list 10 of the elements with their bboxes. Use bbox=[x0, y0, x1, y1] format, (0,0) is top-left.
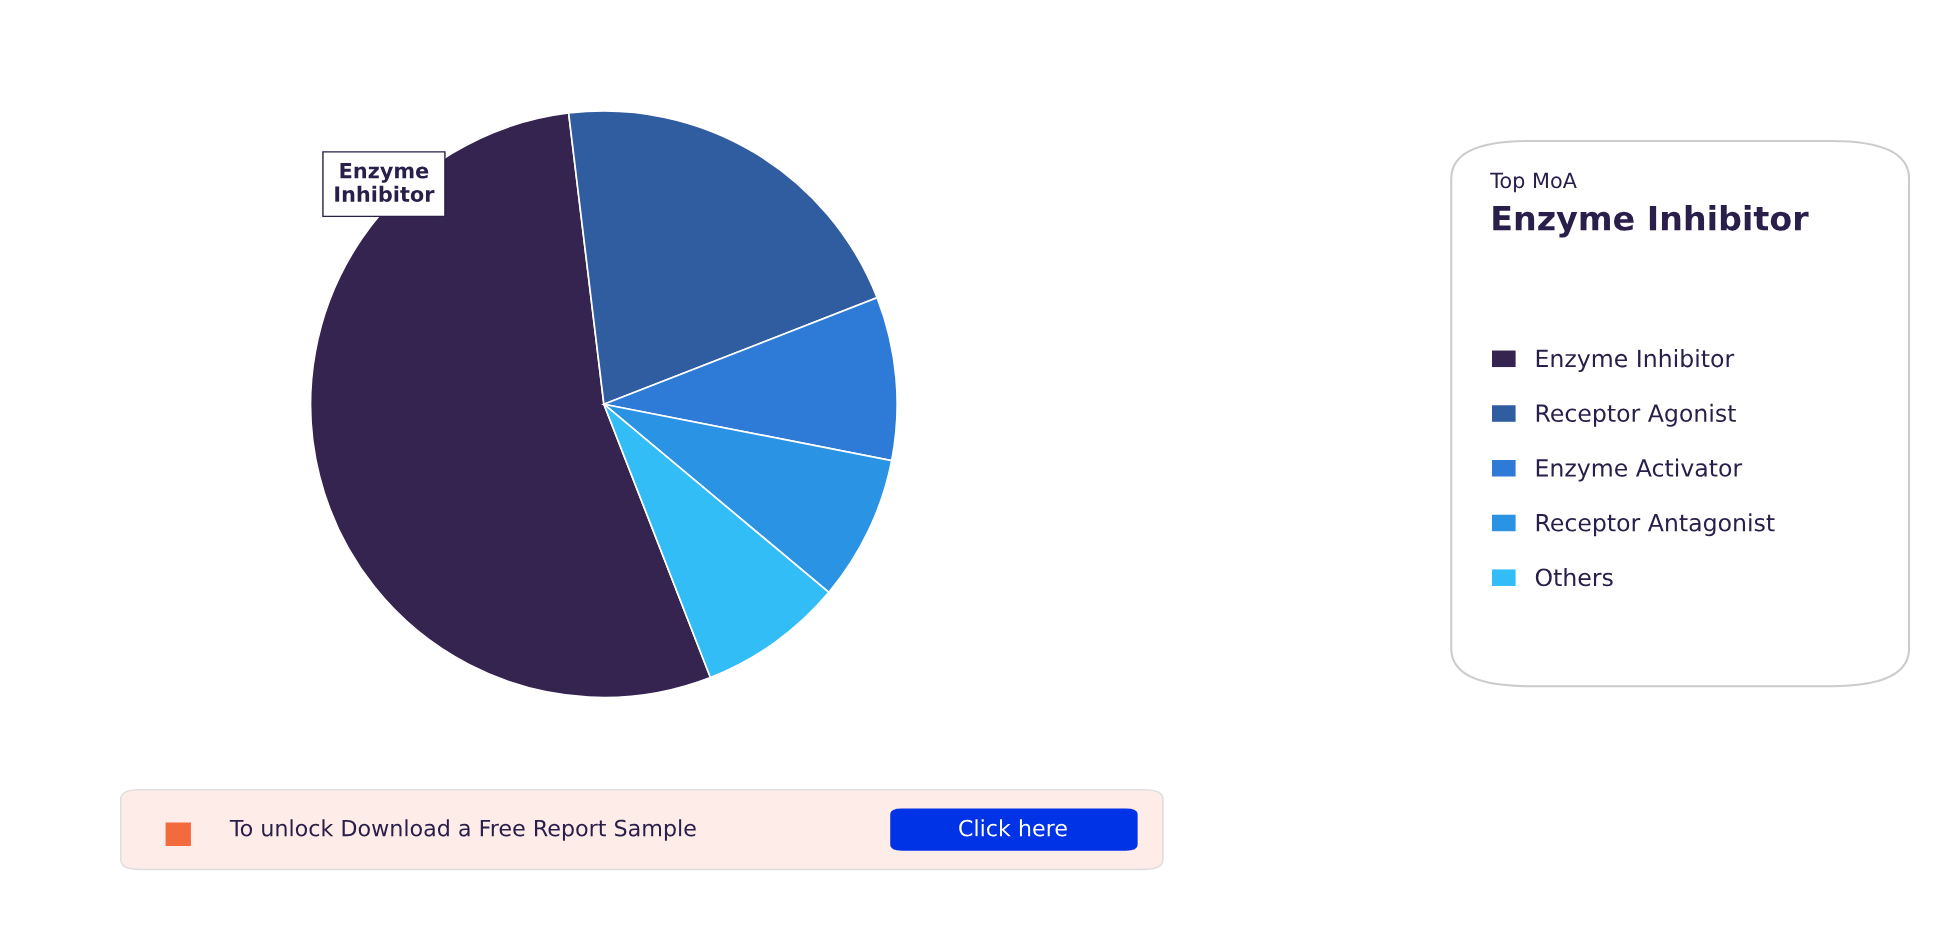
legend-label: Others bbox=[1535, 568, 1613, 587]
legend-label: Receptor Antagonist bbox=[1536, 513, 1775, 537]
legend-label: Enzyme Inhibitor bbox=[1536, 349, 1735, 372]
legend-label: Enzyme Activator bbox=[1536, 458, 1743, 482]
text: To unlock Download a Free Report Sample bbox=[229, 819, 696, 841]
text: Enzyme Inhibitor bbox=[1493, 204, 1809, 238]
legend-title: Top MoA bbox=[1490, 172, 1577, 193]
text: Enzyme Inhibitor bbox=[335, 162, 435, 202]
text: Click here bbox=[959, 819, 1067, 837]
legend-label: Receptor Agonist bbox=[1536, 403, 1736, 427]
